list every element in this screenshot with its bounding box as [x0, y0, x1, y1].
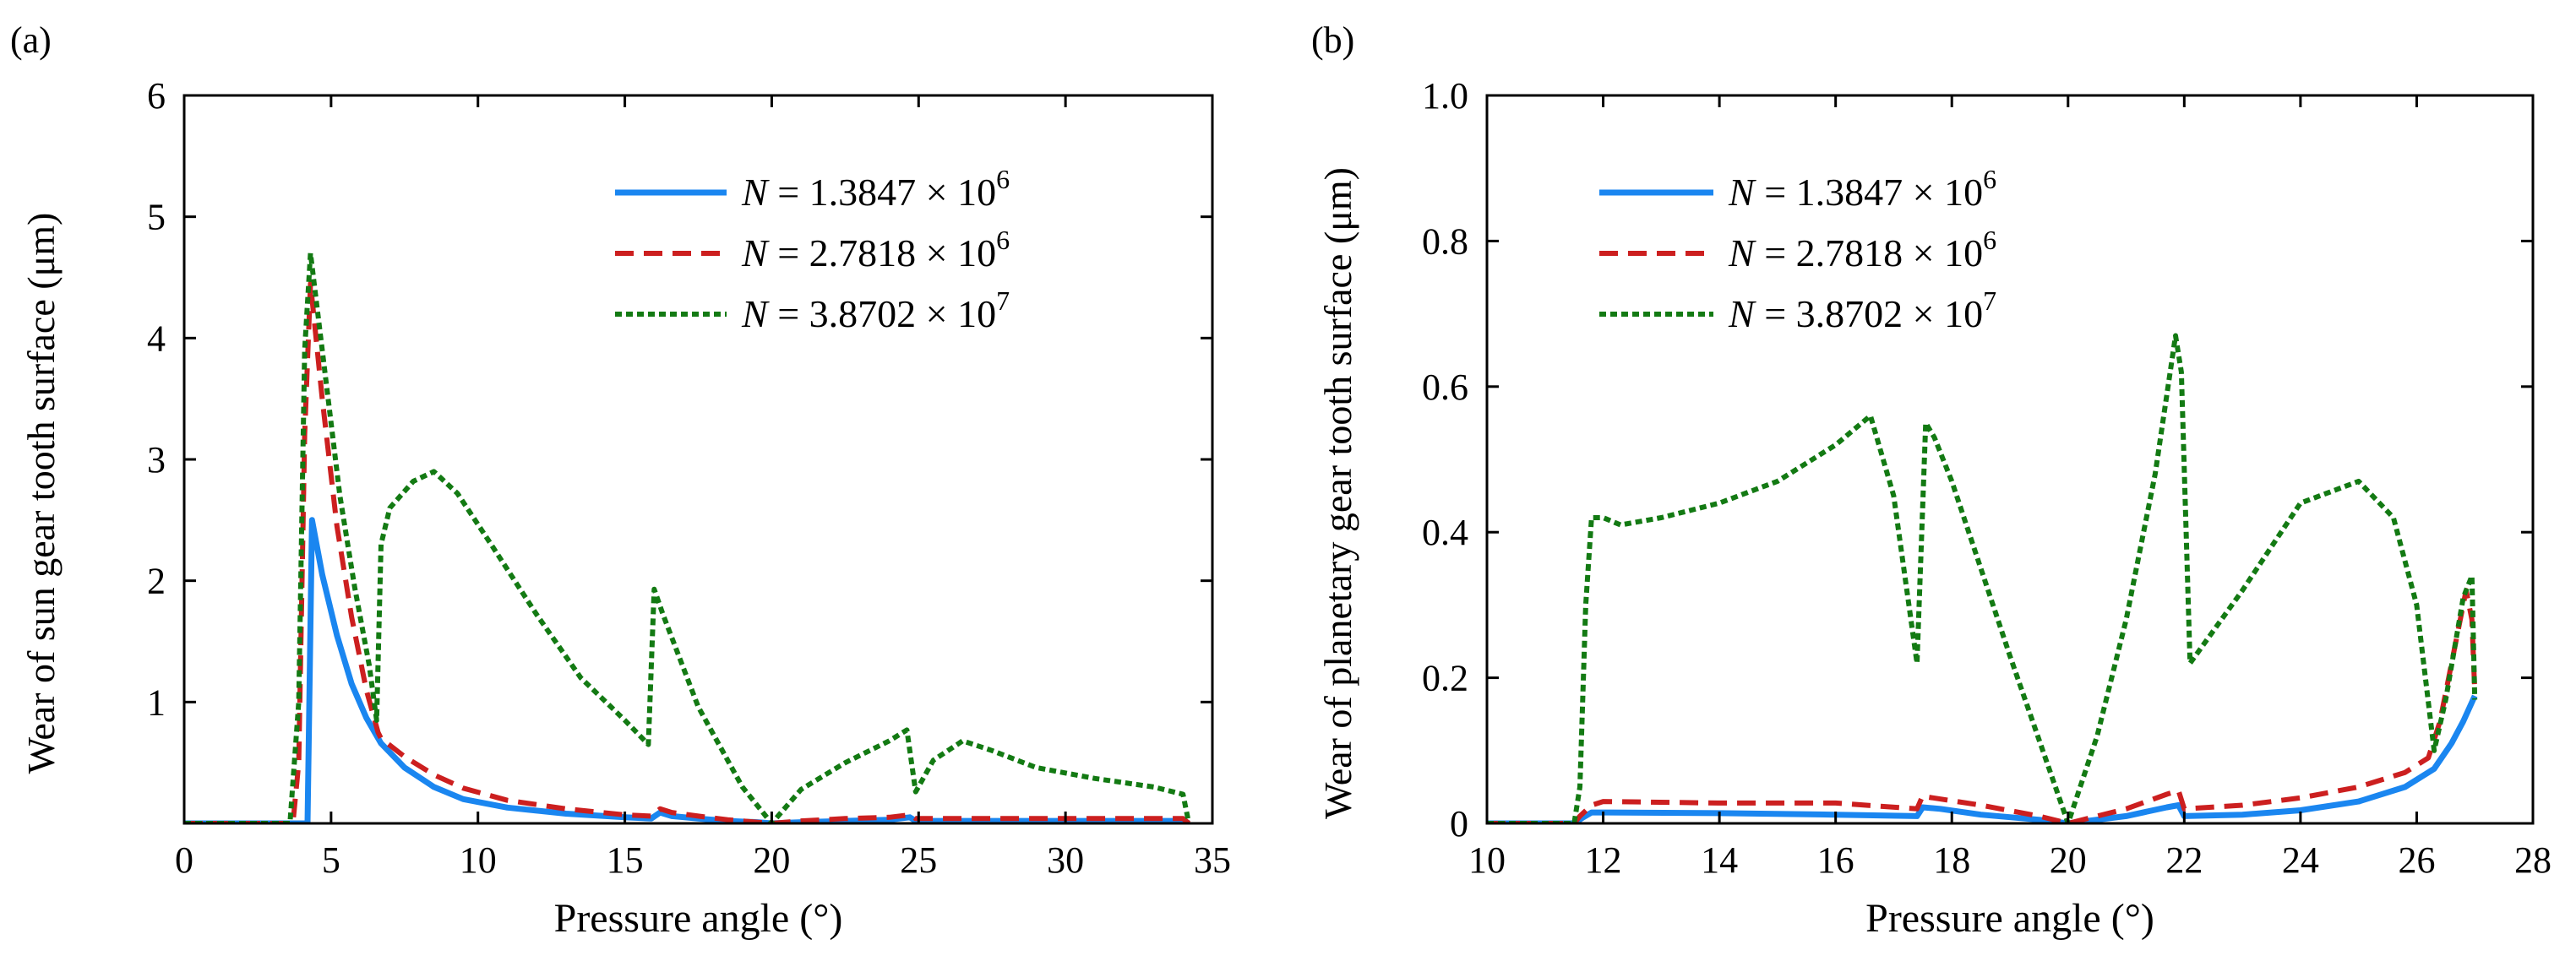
y-tick-label: 4 — [147, 318, 166, 359]
y-tick-label: 2 — [147, 561, 166, 602]
legend-entry-text: N = 2.7818 × 106 — [1728, 225, 1996, 274]
series-group — [1487, 333, 2478, 823]
x-tick-label: 10 — [460, 839, 497, 881]
legend-exponent: 6 — [996, 164, 1010, 194]
legend-equation: = 2.7818 × 10 — [768, 231, 996, 274]
x-tick-label: 25 — [900, 839, 937, 881]
legend-equation: = 3.8702 × 10 — [1755, 292, 1983, 335]
x-tick-label: 20 — [753, 839, 790, 881]
x-tick-label: 12 — [1585, 839, 1622, 881]
series-line-dashed — [1487, 588, 2478, 823]
series-group — [184, 250, 1192, 823]
x-tick-label: 28 — [2514, 839, 2551, 881]
y-tick-label: 0.8 — [1422, 220, 1468, 262]
y-tick-label: 6 — [147, 75, 166, 117]
x-tick-label: 15 — [607, 839, 644, 881]
legend-variable: N — [741, 292, 770, 335]
y-tick-label: 0.2 — [1422, 658, 1468, 699]
legend-exponent: 6 — [1983, 164, 1996, 194]
legend-equation: = 1.3847 × 10 — [1755, 171, 1983, 214]
x-tick-label: 24 — [2282, 839, 2319, 881]
legend-entry-text: N = 1.3847 × 106 — [741, 164, 1010, 214]
x-tick-label: 14 — [1701, 839, 1738, 881]
legend-exponent: 6 — [996, 225, 1010, 255]
legend-exponent: 6 — [1983, 225, 1996, 255]
x-tick-label: 20 — [2050, 839, 2087, 881]
panel-label: (a) — [10, 19, 52, 61]
legend-entry-text: N = 1.3847 × 106 — [1728, 164, 1996, 214]
plot-frame — [1485, 94, 2535, 825]
y-axis-label: Wear of planetary gear tooth surface (μm… — [1316, 167, 1359, 819]
x-tick-label: 35 — [1194, 839, 1231, 881]
x-tick-label: 16 — [1817, 839, 1854, 881]
legend-variable: N — [1728, 171, 1756, 214]
x-tick-label: 22 — [2165, 839, 2203, 881]
y-axis-label: Wear of sun gear tooth surface (μm) — [19, 213, 63, 774]
legend-entry-text: N = 3.8702 × 107 — [741, 285, 1010, 335]
y-tick-label: 0 — [1450, 803, 1468, 844]
series-line-dashed — [184, 280, 1191, 823]
legend-entry-text: N = 2.7818 × 106 — [741, 225, 1010, 274]
y-tick-label: 3 — [147, 439, 166, 481]
legend-equation: = 2.7818 × 10 — [1755, 231, 1983, 274]
x-tick-label: 5 — [322, 839, 340, 881]
legend-variable: N — [741, 231, 770, 274]
x-tick-label: 0 — [175, 839, 193, 881]
legend-exponent: 7 — [1983, 285, 1996, 316]
series-line-dotted — [1487, 333, 2478, 823]
y-tick-label: 1 — [147, 681, 166, 723]
legend-variable: N — [1728, 292, 1756, 335]
legend-equation: = 1.3847 × 10 — [768, 171, 996, 214]
x-axis-label: Pressure angle (°) — [554, 896, 843, 941]
y-tick-label: 0.6 — [1422, 367, 1468, 408]
panel-a-chart: (a) 0 5 10 15 20 25 30 35 1 2 3 4 5 6 Pressure angle (°… — [10, 19, 1231, 941]
y-tick-label: 1.0 — [1422, 75, 1468, 117]
x-tick-label: 26 — [2398, 839, 2435, 881]
panel-b-chart: (b) 10 12 14 16 18 20 22 24 26 28 0 0.2 0.4 0.6 0.8 1.0 P… — [1311, 19, 2551, 941]
legend-variable: N — [1728, 231, 1756, 274]
series-line-dotted — [184, 250, 1192, 823]
y-tick-label: 5 — [147, 197, 166, 238]
y-tick-label: 0.4 — [1422, 512, 1468, 553]
legend-variable: N — [741, 171, 770, 214]
panel-label: (b) — [1311, 19, 1354, 61]
x-tick-label: 30 — [1047, 839, 1084, 881]
legend-entry-text: N = 3.8702 × 107 — [1728, 285, 1996, 335]
plot-frame — [182, 94, 1214, 825]
x-axis-label: Pressure angle (°) — [1865, 896, 2154, 941]
legend-equation: = 3.8702 × 10 — [768, 292, 996, 335]
x-tick-label: 18 — [1933, 839, 1970, 881]
legend-exponent: 7 — [996, 285, 1010, 316]
x-tick-label: 10 — [1468, 839, 1506, 881]
